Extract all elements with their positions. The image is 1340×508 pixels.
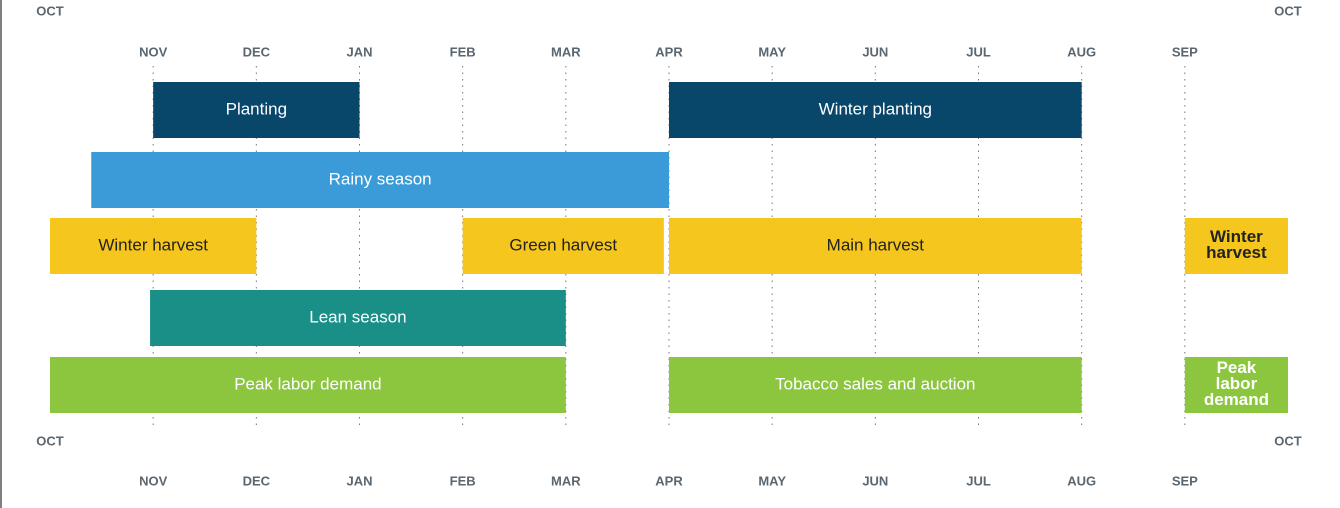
- bar-label: Peak labor demand: [1204, 358, 1269, 409]
- x-tick-label: SEP: [1172, 44, 1198, 59]
- x-tick-label: NOV: [139, 473, 168, 488]
- bar: [669, 218, 1082, 274]
- x-tick-label: DEC: [243, 473, 271, 488]
- bar: [153, 82, 360, 138]
- bar-label: Main harvest: [827, 235, 925, 254]
- x-tick-label: OCT: [36, 433, 64, 448]
- bar: [50, 218, 257, 274]
- bar: [150, 290, 566, 346]
- bar-label: Winter harvest: [98, 235, 208, 254]
- bar: [669, 357, 1082, 413]
- x-tick-label: FEB: [450, 473, 476, 488]
- x-tick-label: AUG: [1067, 44, 1096, 59]
- bar: [91, 152, 670, 208]
- x-tick-label: OCT: [36, 3, 64, 18]
- x-tick-label: OCT: [1274, 433, 1302, 448]
- bar: [1184, 218, 1288, 274]
- x-tick-label: JUL: [966, 44, 991, 59]
- x-tick-label: MAY: [758, 473, 786, 488]
- bar-label: Peak labor demand: [234, 374, 381, 393]
- x-tick-label: FEB: [450, 44, 476, 59]
- x-tick-label: JUN: [862, 473, 888, 488]
- bar-label: Green harvest: [509, 235, 617, 254]
- bar-label: Planting: [226, 99, 287, 118]
- x-tick-label: DEC: [243, 44, 271, 59]
- x-tick-label: MAY: [758, 44, 786, 59]
- x-tick-label: MAR: [551, 473, 581, 488]
- x-tick-label: APR: [655, 473, 683, 488]
- bar: [462, 218, 664, 274]
- x-tick-label: APR: [655, 44, 683, 59]
- x-tick-label: JUL: [966, 473, 991, 488]
- bar-label: Winter harvest: [1206, 227, 1267, 262]
- bar-label: Tobacco sales and auction: [775, 374, 975, 393]
- x-tick-label: JAN: [346, 44, 372, 59]
- bar: [1184, 357, 1288, 413]
- x-tick-label: SEP: [1172, 473, 1198, 488]
- x-tick-label: JUN: [862, 44, 888, 59]
- bar: [669, 82, 1082, 138]
- bar: [50, 357, 566, 413]
- bar-label: Rainy season: [329, 169, 432, 188]
- bar-label: Winter planting: [819, 99, 932, 118]
- bar-label: Lean season: [309, 307, 406, 326]
- x-tick-label: MAR: [551, 44, 581, 59]
- x-tick-label: AUG: [1067, 473, 1096, 488]
- x-tick-label: OCT: [1274, 3, 1302, 18]
- x-tick-label: NOV: [139, 44, 168, 59]
- x-tick-label: JAN: [346, 473, 372, 488]
